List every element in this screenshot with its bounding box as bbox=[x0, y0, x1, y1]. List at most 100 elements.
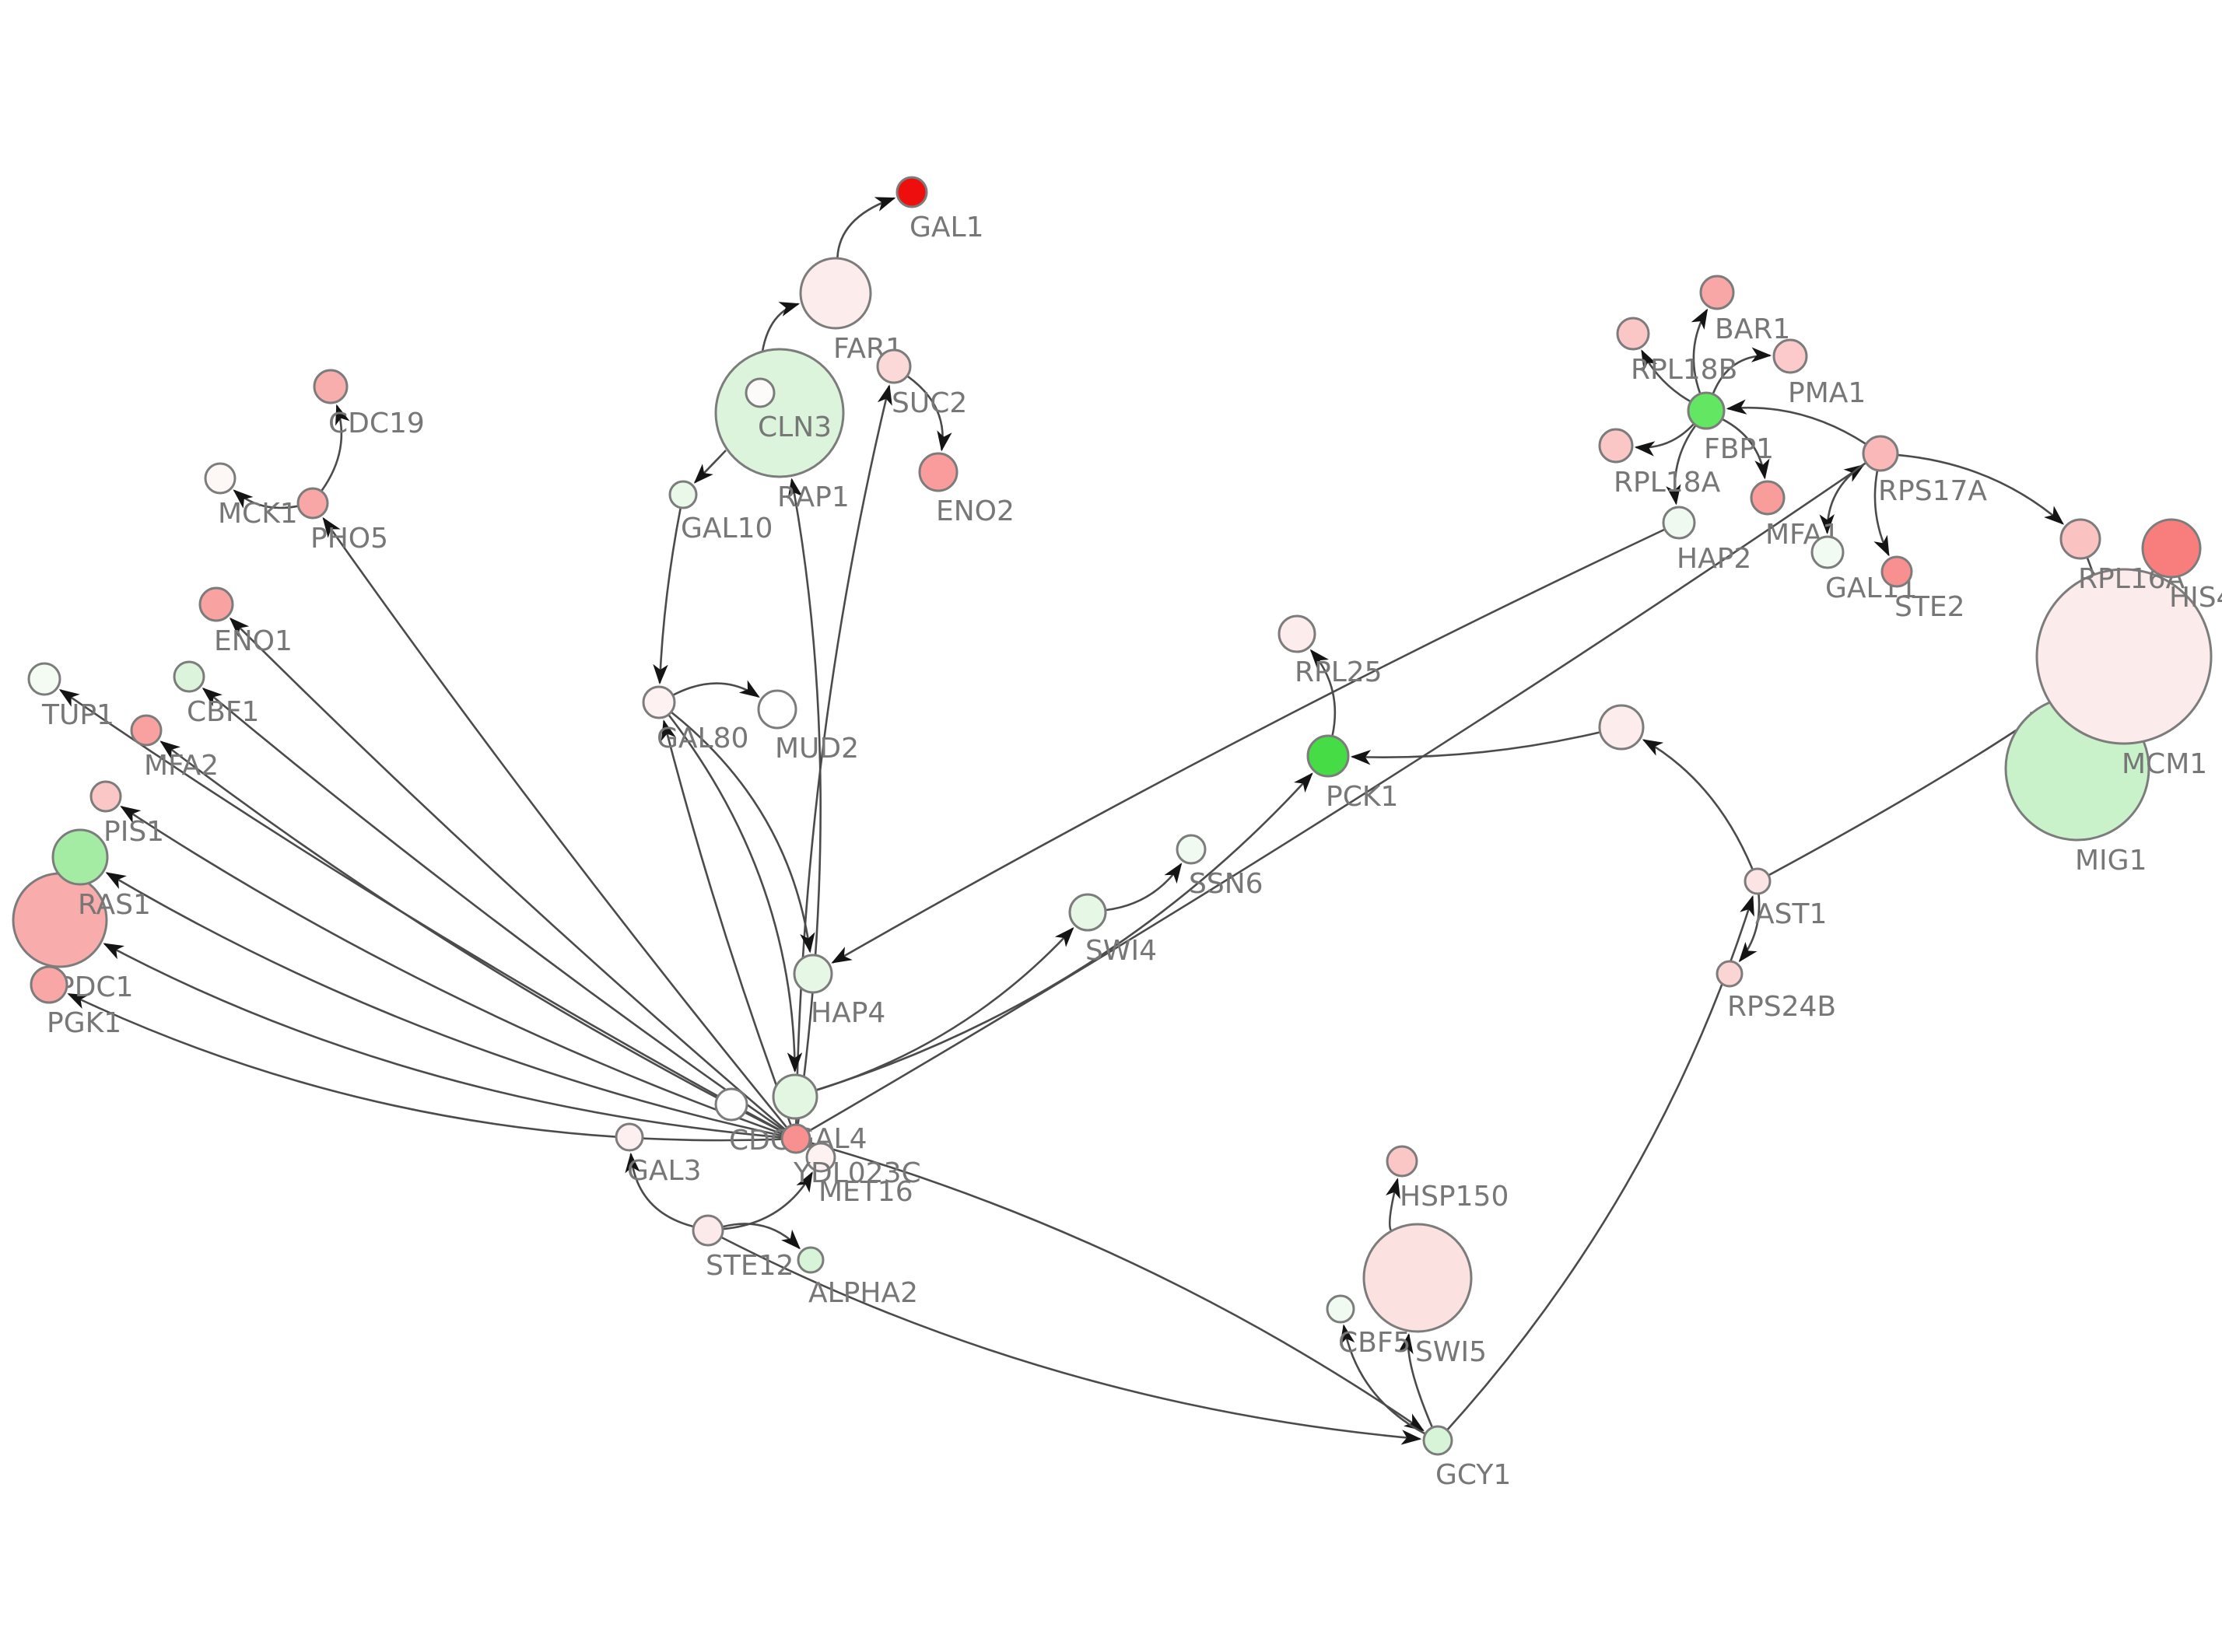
node-unlabeled[interactable] bbox=[1598, 704, 1645, 751]
edge-GAL80-GAL4[interactable] bbox=[668, 714, 803, 1073]
edge-STE12-MET16[interactable] bbox=[723, 1171, 813, 1230]
node-SSN6[interactable] bbox=[1176, 834, 1207, 865]
edge-SUC2-ENO2[interactable] bbox=[907, 375, 952, 452]
edge-GAL80-MUD2[interactable] bbox=[673, 680, 760, 698]
node-MET16[interactable] bbox=[805, 1142, 836, 1173]
edge-RPS17A-STE2[interactable] bbox=[1873, 471, 1890, 557]
edge-YDL023C-PIS1[interactable] bbox=[120, 806, 783, 1135]
node-MCK1[interactable] bbox=[204, 462, 237, 495]
edge-AST1-RPS24B[interactable] bbox=[1738, 894, 1761, 963]
edge-YDL023C-GAL80[interactable] bbox=[661, 719, 792, 1125]
edge-SWI5-HSP150[interactable] bbox=[1385, 1178, 1400, 1231]
node-MFA2[interactable] bbox=[130, 714, 163, 747]
node-PIS1[interactable] bbox=[89, 780, 122, 813]
node-CBF5[interactable] bbox=[1326, 1294, 1355, 1324]
node-GAL3[interactable] bbox=[615, 1122, 644, 1152]
node-GCY1[interactable] bbox=[1422, 1425, 1453, 1456]
edge-RPS17A-FBP1[interactable] bbox=[1726, 399, 1866, 445]
edge-YDL023C-GCY1[interactable] bbox=[809, 1141, 1425, 1432]
node-CDC6[interactable] bbox=[714, 1087, 748, 1122]
node-FAR1[interactable] bbox=[799, 257, 872, 330]
node-HIS4[interactable] bbox=[2141, 518, 2202, 579]
edge-YDL023C-MFA2[interactable] bbox=[159, 740, 783, 1133]
edge-YDL023C-RPS17A[interactable] bbox=[808, 464, 1865, 1132]
node-ENO1[interactable] bbox=[198, 586, 234, 622]
edge-GCY1-CBF5[interactable] bbox=[1340, 1324, 1425, 1435]
edge-N27-PCK1[interactable] bbox=[1350, 731, 1600, 765]
node-RPS17A[interactable] bbox=[1862, 435, 1899, 472]
edge-GCY1-SWI5[interactable] bbox=[1398, 1332, 1433, 1428]
node-CLN3[interactable] bbox=[745, 377, 776, 408]
edge-YDL023C-PDC1[interactable] bbox=[103, 943, 782, 1139]
node-HAP4[interactable] bbox=[793, 954, 833, 994]
edge-FBP1-HAP2[interactable] bbox=[1666, 425, 1697, 506]
node-PCK1[interactable] bbox=[1306, 734, 1350, 778]
node-GAL10[interactable] bbox=[668, 480, 698, 509]
edge-FBP1-PMA1[interactable] bbox=[1712, 347, 1772, 394]
edge-RPS17A-GAL11[interactable] bbox=[1819, 462, 1866, 535]
node-GAL80[interactable] bbox=[642, 685, 676, 719]
edge-YDL023C-PGK1[interactable] bbox=[67, 992, 782, 1142]
node-MUD2[interactable] bbox=[757, 689, 797, 730]
node-PGK1[interactable] bbox=[30, 965, 68, 1004]
edge-GAL80-HAP4[interactable] bbox=[671, 712, 815, 954]
edge-AST1-N27[interactable] bbox=[1642, 739, 1754, 870]
node-HAP2[interactable] bbox=[1662, 506, 1696, 540]
edge-STE12-GAL3[interactable] bbox=[625, 1152, 694, 1228]
edge-PCK1-RPL25[interactable] bbox=[1309, 649, 1337, 736]
node-PMA1[interactable] bbox=[1772, 338, 1808, 374]
edge-PHO5-MCK1[interactable] bbox=[233, 489, 298, 509]
edge-AST1-MCM1[interactable] bbox=[1768, 707, 2051, 877]
node-RPL16A[interactable] bbox=[2059, 518, 2101, 560]
edge-YDL023C-CBF1[interactable] bbox=[202, 688, 785, 1132]
edge-FAR1-GAL1[interactable] bbox=[836, 197, 896, 258]
node-ALPHA2[interactable] bbox=[797, 1246, 825, 1274]
edge-YDL023C-TUP1[interactable] bbox=[58, 688, 783, 1133]
edge-FBP1-MFA1[interactable] bbox=[1722, 418, 1770, 480]
node-YDL023C[interactable] bbox=[780, 1123, 811, 1154]
node-SWI5[interactable] bbox=[1362, 1223, 1473, 1333]
node-PHO5[interactable] bbox=[296, 487, 329, 520]
node-RPL25[interactable] bbox=[1277, 614, 1316, 653]
node-MCM1[interactable] bbox=[2035, 568, 2213, 745]
node-CBF1[interactable] bbox=[173, 660, 205, 693]
edge-FBP1-RPL18A[interactable] bbox=[1634, 423, 1695, 457]
node-GAL1[interactable] bbox=[895, 176, 928, 208]
node-RAP1[interactable] bbox=[714, 348, 845, 478]
edge-RPS17A-RPL16A[interactable] bbox=[1898, 453, 2065, 525]
node-BAR1[interactable] bbox=[1699, 275, 1735, 310]
node-CDC19[interactable] bbox=[313, 369, 349, 404]
node-GAL11[interactable] bbox=[1810, 535, 1845, 569]
edge-FBP1-BAR1[interactable] bbox=[1691, 308, 1709, 394]
node-ENO2[interactable] bbox=[918, 452, 959, 492]
edge-YDL023C-SUC2[interactable] bbox=[795, 384, 892, 1125]
node-RPL18B[interactable] bbox=[1616, 317, 1650, 351]
edge-YDL023C-ENO1[interactable] bbox=[229, 617, 786, 1130]
node-SWI4[interactable] bbox=[1068, 893, 1107, 932]
node-TUP1[interactable] bbox=[27, 662, 61, 696]
edge-SWI4-SSN6[interactable] bbox=[1106, 863, 1183, 912]
edge-STE12-GCY1[interactable] bbox=[721, 1236, 1422, 1445]
node-AST1[interactable] bbox=[1744, 867, 1772, 895]
node-RPS24B[interactable] bbox=[1716, 960, 1744, 988]
edge-FBP1-RPL18B[interactable] bbox=[1641, 349, 1691, 403]
edge-GAL4-PCK1[interactable] bbox=[816, 772, 1313, 1091]
edge-YDL023C-RAP1[interactable] bbox=[787, 478, 822, 1125]
edge-GAL10-GAL80[interactable] bbox=[653, 508, 682, 685]
edge-PHO5-CDC19[interactable] bbox=[321, 404, 350, 492]
node-STE12[interactable] bbox=[692, 1214, 724, 1247]
node-GAL4[interactable] bbox=[772, 1073, 818, 1120]
edge-HAP2-HAP4[interactable] bbox=[831, 528, 1665, 964]
edge-YDL023C-PHO5[interactable] bbox=[322, 516, 788, 1129]
edge-GCY1-AST1[interactable] bbox=[1446, 894, 1754, 1430]
node-RPL18A[interactable] bbox=[1598, 428, 1634, 464]
node-STE2[interactable] bbox=[1880, 555, 1913, 588]
node-HSP150[interactable] bbox=[1386, 1145, 1418, 1178]
node-MFA1[interactable] bbox=[1750, 480, 1786, 516]
node-SUC2[interactable] bbox=[876, 348, 912, 384]
edge-RAP1-GAL10[interactable] bbox=[693, 448, 728, 484]
edge-YDL023C-RAS1[interactable] bbox=[105, 872, 782, 1137]
node-RAS1[interactable] bbox=[51, 828, 109, 886]
node-FBP1[interactable] bbox=[1687, 391, 1726, 430]
